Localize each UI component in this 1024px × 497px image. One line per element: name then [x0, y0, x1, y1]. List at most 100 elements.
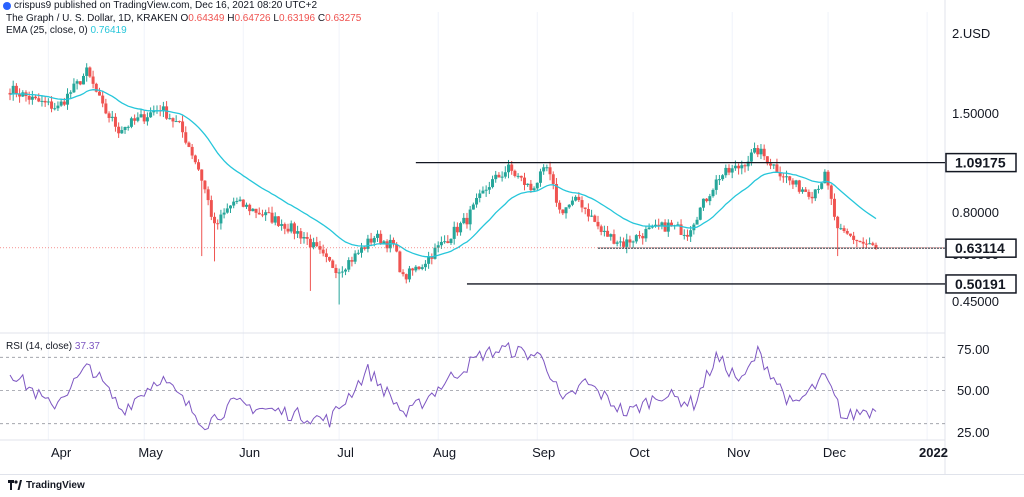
candle-body [193, 155, 197, 163]
candle [187, 141, 191, 148]
candle [641, 233, 645, 245]
candle-body [507, 164, 511, 173]
candle [494, 170, 498, 183]
candle-body [46, 101, 50, 103]
candle-body [861, 241, 865, 244]
candle-body [30, 96, 34, 100]
candle-body [628, 239, 632, 243]
candle-body [53, 108, 57, 110]
candle-body [14, 85, 18, 95]
candle-body [551, 174, 555, 184]
candle-body [804, 189, 808, 192]
candle-body [705, 198, 709, 202]
candle-body [638, 235, 642, 237]
candle-body [545, 167, 549, 169]
ohlc-key-h: H [224, 13, 235, 24]
candle-body [363, 247, 367, 249]
ohlc-key-l: L [270, 13, 279, 24]
candle-body [334, 267, 338, 273]
candle-body [574, 196, 578, 201]
candle-body [439, 241, 443, 246]
ohlc-value-h: 0.64726 [234, 13, 271, 24]
candle [113, 113, 117, 132]
candle-body [679, 224, 683, 235]
candle [737, 163, 741, 175]
candle [248, 203, 252, 216]
candle [593, 214, 597, 223]
candle-body [864, 243, 868, 245]
candle [519, 175, 523, 182]
candle-body [762, 148, 766, 157]
candle-body [344, 269, 348, 272]
candle-body [519, 175, 523, 178]
candle-body [714, 179, 718, 190]
candle [478, 189, 482, 203]
candle [781, 172, 785, 183]
candle-body [631, 241, 635, 243]
candle-body [328, 256, 332, 261]
price-tick: 0.80000 [952, 205, 999, 220]
month-tick: Jul [337, 445, 354, 460]
candle [682, 229, 686, 240]
candle [85, 63, 89, 82]
candle-body [244, 204, 248, 207]
candle-body [133, 118, 137, 121]
candle [385, 239, 389, 253]
candle [181, 115, 185, 138]
candle [634, 234, 638, 244]
candle-body [548, 167, 552, 175]
candle-body [78, 81, 82, 85]
candle-body [353, 253, 357, 262]
candle-body [232, 201, 236, 206]
candle-body [685, 234, 689, 237]
candle-body [475, 197, 479, 205]
candle-body [228, 205, 232, 209]
candle-body [769, 163, 773, 166]
candle [692, 222, 696, 235]
candle [56, 101, 60, 111]
candle [235, 197, 239, 205]
candle [612, 229, 616, 245]
candle [836, 215, 840, 257]
candle-body [721, 175, 725, 180]
candle-body [526, 183, 530, 185]
candle [107, 111, 111, 123]
candle [855, 239, 859, 248]
candle-body [452, 226, 456, 239]
rsi-tick: 25.00 [957, 425, 990, 440]
candle [11, 80, 15, 101]
candle-body [91, 76, 95, 84]
candle [133, 114, 137, 125]
candle [804, 187, 808, 193]
rsi-legend: RSI (14, close) 37.37 [6, 341, 100, 352]
candle-body [465, 217, 469, 225]
price-tick: 0.45000 [952, 294, 999, 309]
candle [638, 230, 642, 239]
candle [842, 225, 846, 233]
candle [487, 181, 491, 195]
candle [717, 174, 721, 185]
candle [459, 221, 463, 236]
candle [312, 237, 316, 250]
candle-body [775, 164, 779, 173]
candle [500, 171, 504, 182]
candle-body [788, 176, 792, 181]
candle [88, 66, 92, 78]
symbol-legend: The Graph / U. S. Dollar, 1D, KRAKEN O0.… [6, 13, 361, 24]
candle [264, 209, 268, 221]
candle [730, 164, 734, 179]
candle-body [283, 224, 287, 229]
candle-body [113, 116, 117, 127]
candle [545, 164, 549, 172]
candle-body [785, 176, 789, 178]
candle-body [315, 242, 319, 247]
candle [567, 204, 571, 209]
candle-body [660, 222, 664, 227]
candle-body [145, 117, 149, 122]
candle [53, 102, 57, 111]
candle [40, 95, 44, 107]
candle-body [225, 208, 229, 213]
candle [724, 164, 728, 178]
candle [347, 257, 351, 273]
